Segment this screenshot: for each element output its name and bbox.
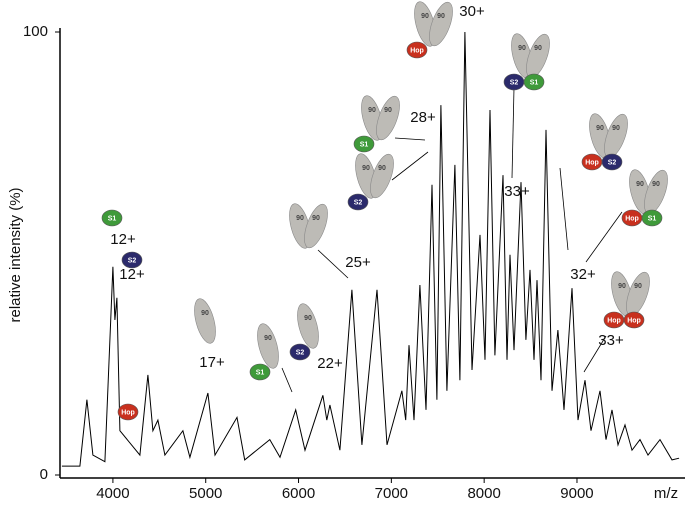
subunit	[194, 298, 216, 344]
complex-cartoon: 90 90 Hop	[406, 1, 453, 59]
leader-line	[585, 211, 623, 263]
charge-label: 30+	[459, 3, 485, 20]
y-tick-label: 0	[40, 466, 48, 483]
subunit	[121, 251, 143, 269]
leader-line	[559, 167, 569, 251]
spectrum-line	[61, 31, 680, 467]
subunit-label: S1	[360, 141, 369, 148]
subunit-label: 90	[596, 125, 604, 132]
subunit	[353, 135, 375, 153]
subunit-label: 90	[612, 125, 620, 132]
subunit	[523, 73, 545, 91]
subunit-label: 90	[618, 283, 626, 290]
charge-label: 12+	[110, 231, 136, 248]
subunit	[406, 41, 428, 59]
complex-cartoon: Hop	[117, 403, 139, 421]
complex-cartoon: 90 90 Hop S2	[581, 113, 628, 171]
subunit-label: 90	[378, 165, 386, 172]
x-tick-label: 8000	[467, 485, 500, 502]
x-axis-label: m/z	[654, 485, 678, 502]
subunit-label: Hop	[625, 215, 639, 222]
subunit	[641, 209, 663, 227]
x-tick-label: 9000	[560, 485, 593, 502]
subunit-label: Hop	[585, 159, 599, 166]
subunit-label: S2	[296, 349, 305, 356]
subunit	[370, 153, 394, 199]
subunit	[429, 1, 453, 47]
subunit-label: 90	[634, 283, 642, 290]
complex-cartoon: 90 S1	[249, 323, 279, 381]
subunit	[376, 95, 400, 141]
subunit-label: 90	[384, 107, 392, 114]
charge-label: 17+	[199, 354, 225, 371]
charge-label: 33+	[504, 183, 530, 200]
subunit-label: 90	[304, 315, 312, 322]
complex-cartoon: 90 90	[289, 203, 328, 249]
y-tick-label: 100	[23, 23, 48, 40]
subunit	[257, 323, 279, 369]
subunit-label: S2	[510, 79, 519, 86]
subunit-label: S2	[354, 199, 363, 206]
subunit-label: 90	[201, 310, 209, 317]
complex-cartoon: S1	[101, 209, 123, 227]
complex-cartoon: 90 90 Hop S1	[621, 169, 668, 227]
leader-line	[394, 137, 426, 141]
subunit	[601, 153, 623, 171]
subunit-label: 90	[312, 215, 320, 222]
subunit-label: 90	[421, 13, 429, 20]
charge-label: 28+	[410, 109, 436, 126]
x-tick-label: 4000	[96, 485, 129, 502]
charge-label: 33+	[598, 332, 624, 349]
charge-label: 22+	[317, 355, 343, 372]
charge-label: 32+	[570, 266, 596, 283]
subunit-label: S2	[608, 159, 617, 166]
subunit-label: 90	[636, 181, 644, 188]
subunit-label: 90	[437, 13, 445, 20]
charge-label: 12+	[119, 266, 145, 283]
subunit-label: 90	[296, 215, 304, 222]
x-tick-label: 5000	[189, 485, 222, 502]
complex-cartoon: 90 90 S2	[347, 153, 394, 211]
subunit-label: 90	[534, 45, 542, 52]
complex-cartoon: 90 90 S1	[353, 95, 400, 153]
leader-line	[511, 87, 515, 179]
x-tick-label: 7000	[375, 485, 408, 502]
subunit	[347, 193, 369, 211]
complex-cartoon: 90 S2	[289, 303, 319, 361]
subunit-label: S1	[648, 215, 657, 222]
complex-cartoon: 90 90 Hop Hop	[603, 271, 650, 329]
complex-cartoon: 90 90 S2 S1	[503, 33, 550, 91]
subunit-label: S1	[108, 215, 117, 222]
subunit-label: 90	[368, 107, 376, 114]
subunit-label: S1	[256, 369, 265, 376]
subunit	[623, 311, 645, 329]
subunit-label: Hop	[627, 317, 641, 324]
subunit-label: 90	[652, 181, 660, 188]
complex-cartoon: S2	[121, 251, 143, 269]
leader-line	[583, 335, 607, 373]
subunit	[289, 343, 311, 361]
subunit	[249, 363, 271, 381]
leader-line	[281, 367, 293, 393]
y-axis-label: relative intensity (%)	[7, 187, 24, 322]
subunit-label: S1	[530, 79, 539, 86]
subunit-label: Hop	[607, 317, 621, 324]
subunit-label: Hop	[121, 409, 135, 416]
complex-cartoon: 90	[194, 298, 216, 344]
subunit	[101, 209, 123, 227]
subunit-label: 90	[362, 165, 370, 172]
subunit-label: 90	[264, 335, 272, 342]
subunit-label: 90	[518, 45, 526, 52]
subunit-label: S2	[128, 257, 137, 264]
leader-line	[317, 249, 349, 279]
leader-line	[391, 151, 429, 181]
subunit	[117, 403, 139, 421]
subunit	[297, 303, 319, 349]
charge-label: 25+	[345, 254, 371, 271]
subunit	[304, 203, 328, 249]
x-tick-label: 6000	[282, 485, 315, 502]
subunit-label: Hop	[410, 47, 424, 54]
